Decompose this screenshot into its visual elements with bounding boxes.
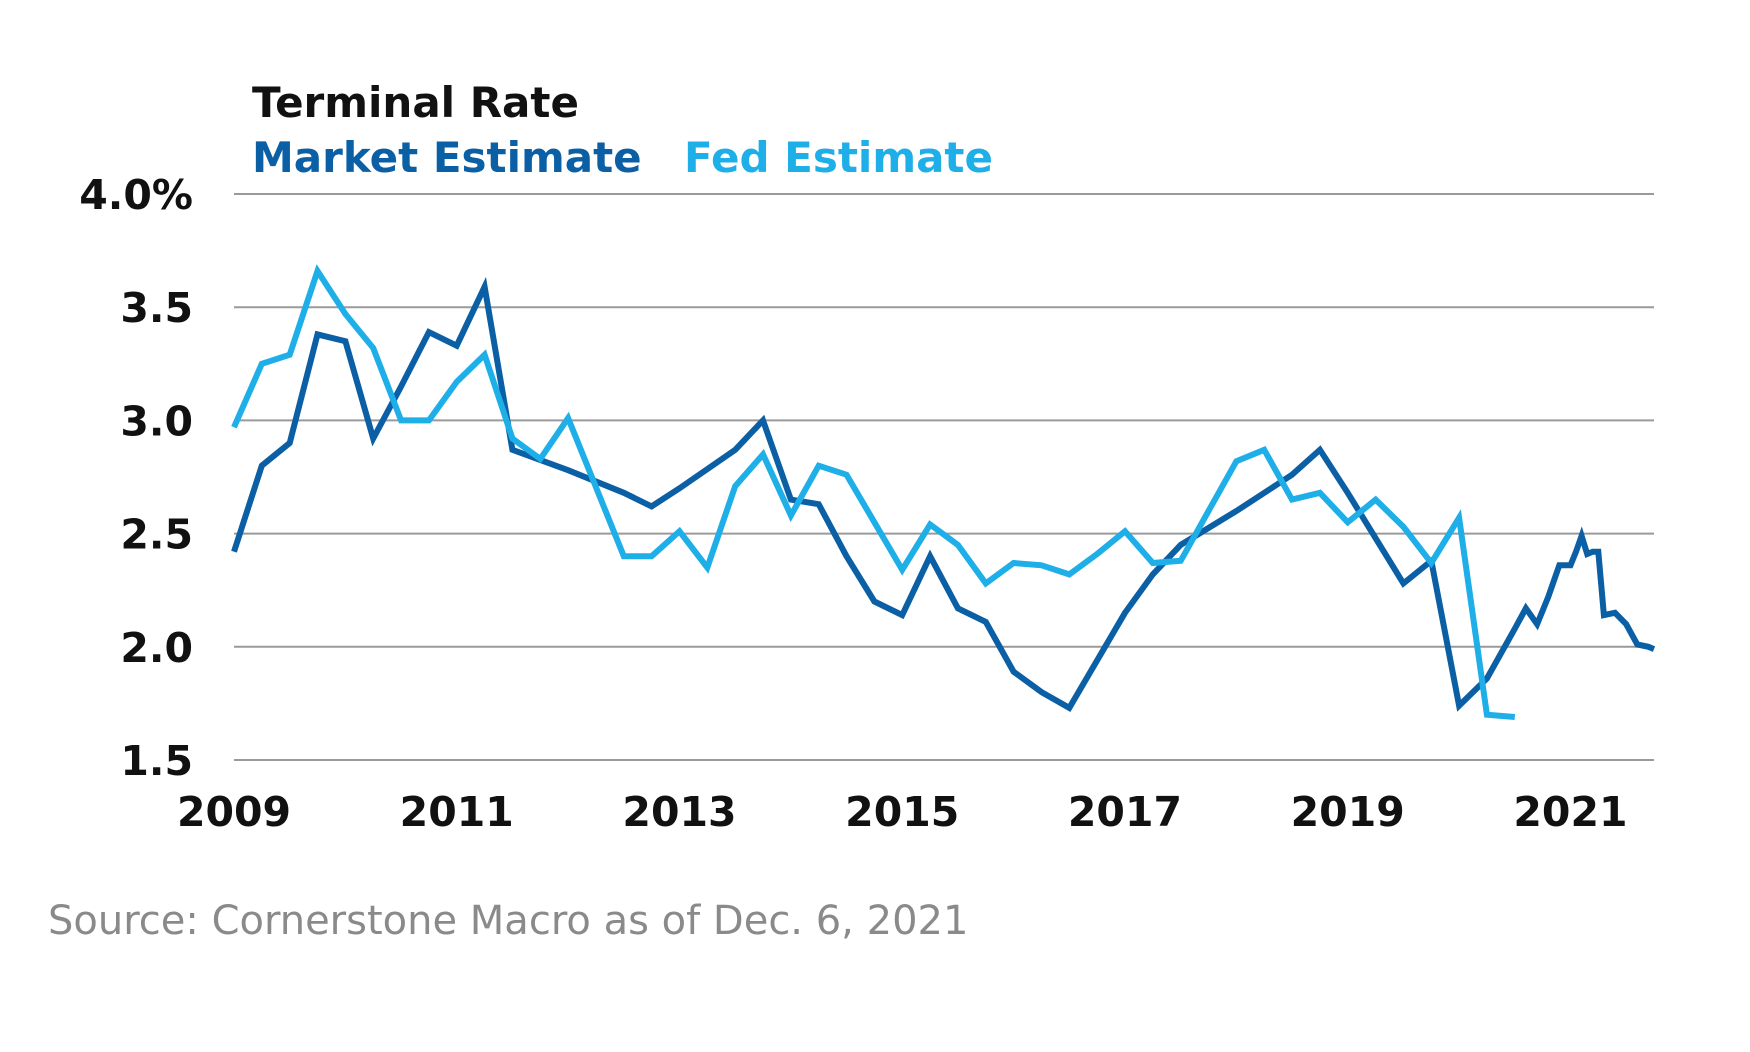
source-note: Source: Cornerstone Macro as of Dec. 6, … bbox=[48, 898, 969, 944]
x-tick-label: 2021 bbox=[1513, 788, 1627, 836]
series-lines bbox=[231, 264, 1656, 720]
x-tick-label: 2013 bbox=[622, 788, 736, 836]
x-tick-label: 2019 bbox=[1291, 788, 1405, 836]
y-tick-label: 2.0 bbox=[120, 624, 193, 672]
market-estimate-line bbox=[231, 276, 1656, 712]
y-tick-label: 3.5 bbox=[120, 284, 193, 332]
y-tick-label: 3.0 bbox=[120, 397, 193, 445]
x-axis-ticks: 2009 2011 2013 2015 2017 2019 2021 bbox=[177, 788, 1628, 836]
legend-fed-estimate: Fed Estimate bbox=[684, 133, 993, 182]
legend-market-estimate: Market Estimate bbox=[252, 133, 642, 182]
x-tick-label: 2009 bbox=[177, 788, 291, 836]
x-tick-label: 2017 bbox=[1068, 788, 1182, 836]
terminal-rate-chart: 1.5 2.0 2.5 3.0 3.5 4.0% 2009 2011 2013 2015 2017… bbox=[79, 78, 1656, 836]
x-tick-label: 2011 bbox=[400, 788, 514, 836]
y-axis-ticks: 1.5 2.0 2.5 3.0 3.5 4.0% bbox=[79, 171, 193, 785]
x-tick-label: 2015 bbox=[845, 788, 959, 836]
chart-title: Terminal Rate bbox=[252, 78, 579, 127]
gridlines bbox=[234, 193, 1654, 761]
fed-estimate-line bbox=[231, 264, 1516, 720]
y-tick-label: 4.0% bbox=[79, 171, 193, 219]
y-tick-label: 2.5 bbox=[120, 511, 193, 559]
y-tick-label: 1.5 bbox=[120, 737, 193, 785]
